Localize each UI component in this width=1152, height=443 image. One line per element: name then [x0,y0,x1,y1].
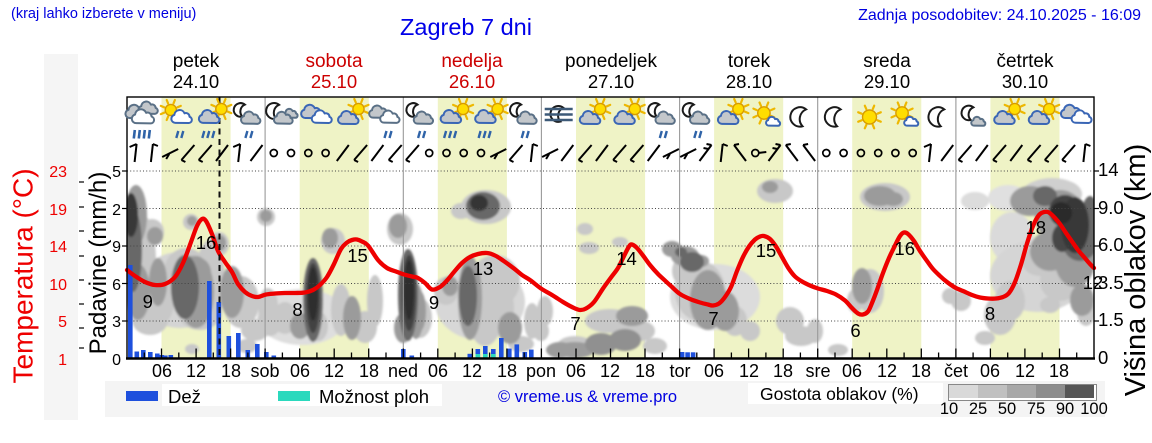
svg-text:13: 13 [473,258,494,279]
svg-text:15: 15 [756,240,777,261]
svg-text:12: 12 [1083,272,1104,293]
svg-text:6: 6 [850,320,860,341]
svg-text:15: 15 [347,245,368,266]
svg-text:9: 9 [143,291,153,312]
svg-text:9: 9 [429,292,439,313]
svg-text:7: 7 [708,308,718,329]
svg-text:7: 7 [570,313,580,334]
svg-text:14: 14 [616,248,637,269]
svg-text:18: 18 [1026,217,1047,238]
svg-text:8: 8 [985,303,995,324]
svg-text:16: 16 [894,238,915,259]
svg-text:8: 8 [292,299,302,320]
svg-text:16: 16 [196,232,217,253]
